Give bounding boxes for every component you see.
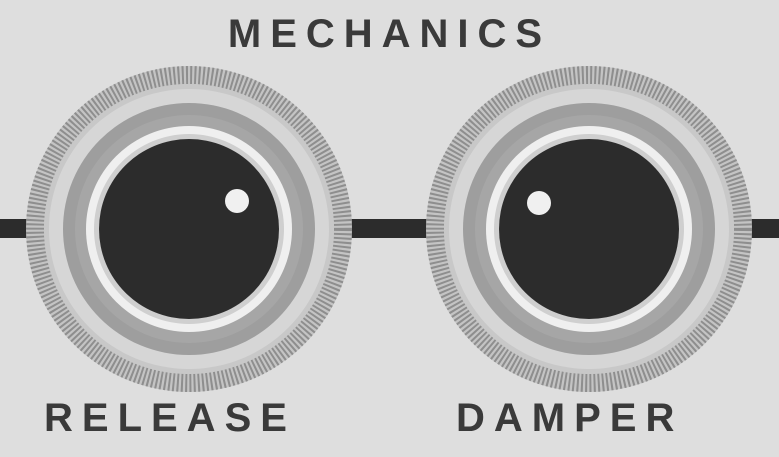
release-knob-icon: [26, 66, 352, 392]
release-knob[interactable]: [24, 64, 354, 394]
damper-knob[interactable]: [424, 64, 754, 394]
damper-label: DAMPER: [456, 396, 684, 440]
release-label: RELEASE: [44, 396, 296, 440]
rail-right: [748, 219, 779, 238]
damper-knob-icon: [426, 66, 752, 392]
release-indicator-icon: [225, 189, 249, 213]
damper-indicator-icon: [527, 191, 551, 215]
section-title: MECHANICS: [227, 12, 552, 56]
rail-middle: [350, 219, 430, 238]
rail-left: [0, 219, 30, 238]
